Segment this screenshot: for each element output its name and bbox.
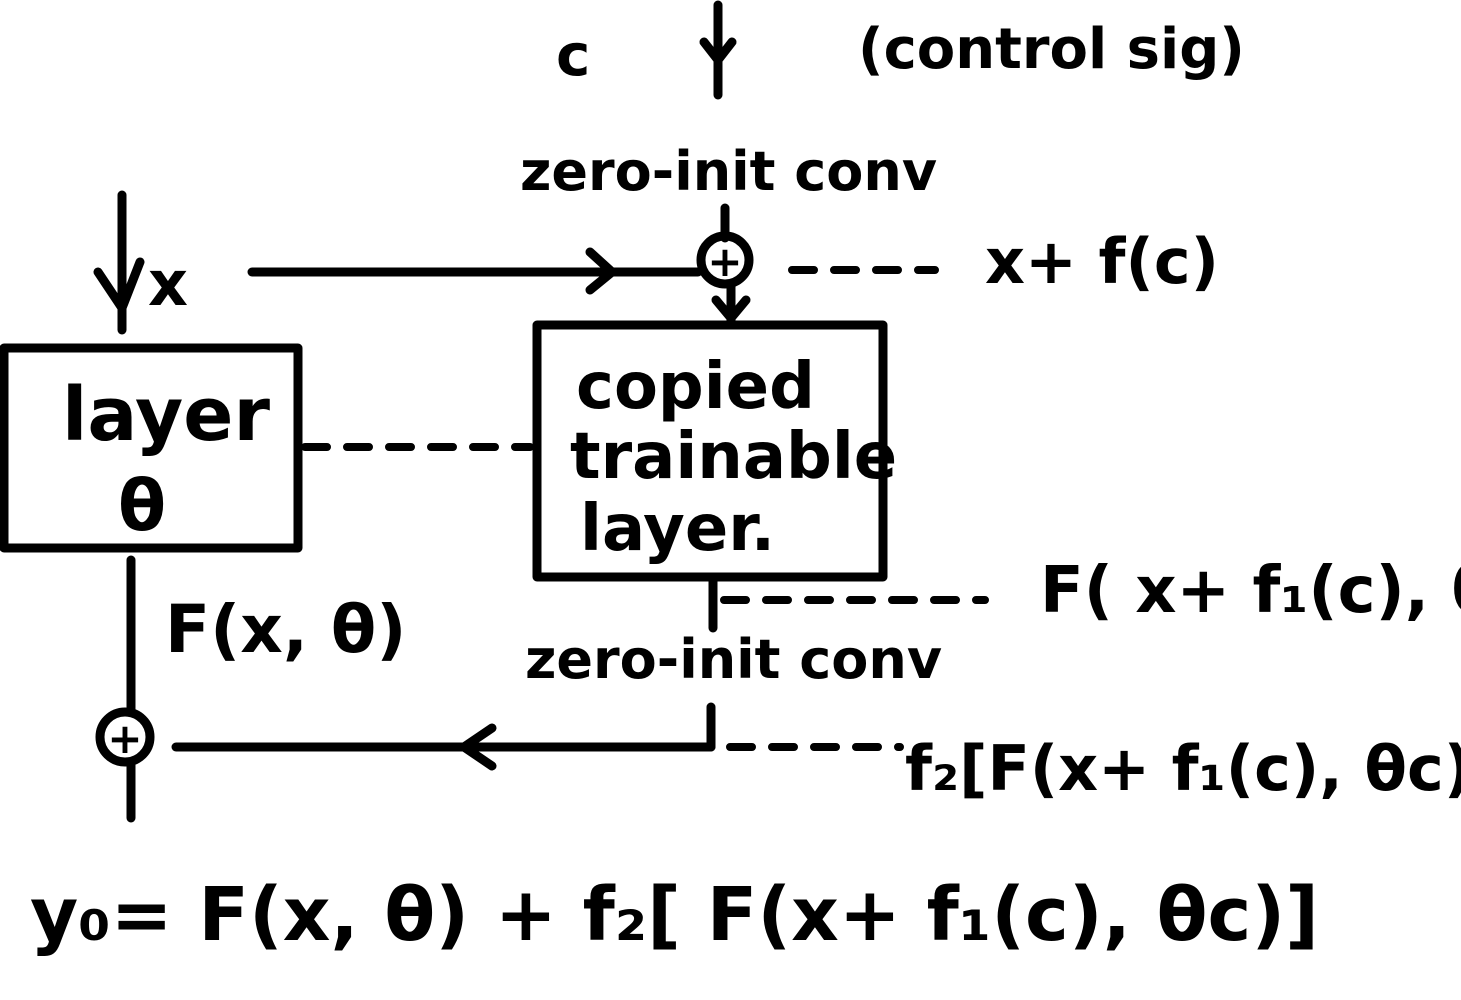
- control-signal-note: (control sig): [858, 17, 1245, 82]
- sum-node-bottom-circle: [95, 707, 155, 767]
- locked-layer-theta: θ: [118, 465, 166, 547]
- locked-layer-label: layer: [62, 372, 270, 458]
- copied-layer-block: copied trainable layer.: [532, 320, 897, 582]
- sum-node-top: +: [696, 231, 754, 289]
- locked-layer-box: [0, 343, 303, 553]
- copied-layer-label-line1: copied: [576, 350, 815, 424]
- sum-node-bottom: +: [95, 707, 155, 767]
- copied-layer-label-line2: trainable: [570, 420, 897, 494]
- input-x-label: x: [148, 247, 188, 320]
- sum-node-top-circle: [696, 231, 754, 289]
- copied-layer-label-line3: layer.: [580, 492, 775, 566]
- locked-layer-block: layer θ: [0, 343, 303, 553]
- sum-to-copy-arrowhead: [711, 295, 751, 323]
- zero-conv-output-label: f₂[F(x+ f₁(c), θc)]: [905, 732, 1461, 805]
- zero-conv-bottom-label: zero-init conv: [525, 628, 942, 691]
- sum-node-bottom-plus: +: [107, 714, 142, 763]
- return-arrowhead: [459, 723, 497, 771]
- zero-conv-top-label: zero-init conv: [520, 140, 937, 203]
- sum-top-label: x+ f(c): [985, 225, 1219, 298]
- layer-output-label: F(x, θ): [165, 591, 406, 668]
- copy-output-label: F( x+ f₁(c), θc): [1040, 554, 1461, 628]
- x-branch-arrowhead: [585, 247, 617, 295]
- control-input-arrowhead: [699, 37, 737, 65]
- output-equation: y₀= F(x, θ) + f₂[ F(x+ f₁(c), θc)]: [30, 872, 1319, 958]
- input-x-arrowhead: [93, 257, 145, 313]
- control-signal-c-label: c: [556, 21, 590, 89]
- sum-node-top-plus: +: [707, 237, 742, 286]
